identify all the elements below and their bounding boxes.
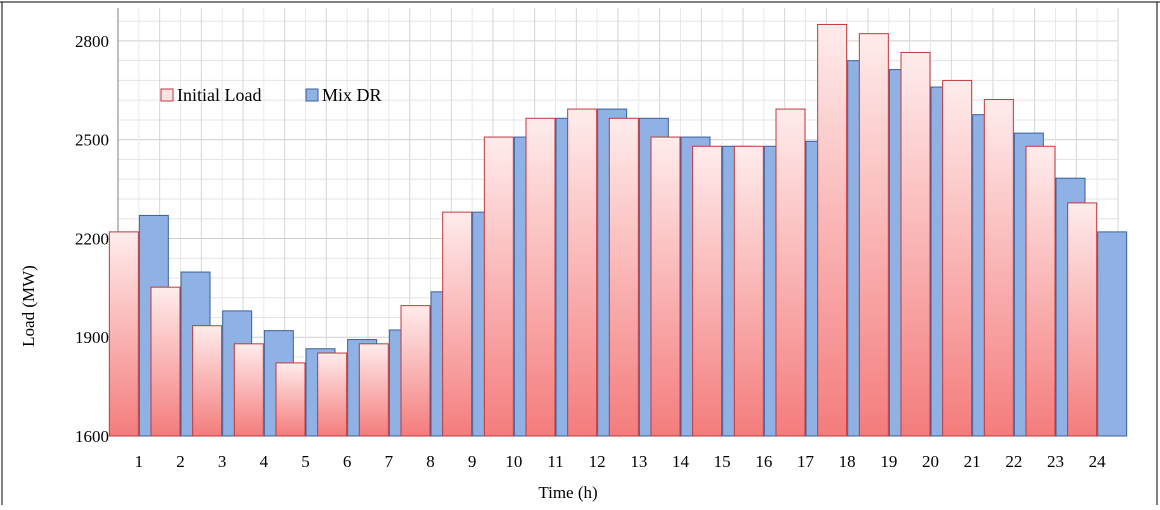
x-tick-label: 5: [301, 452, 310, 471]
x-tick-label: 11: [547, 452, 563, 471]
bar-initial-load-h13: [608, 117, 639, 437]
x-tick-label: 2: [176, 452, 185, 471]
bar-mix-dr-h24: [1097, 231, 1128, 437]
legend-swatch-mix-dr: [305, 88, 319, 102]
x-tick-label: 19: [880, 452, 897, 471]
bar-initial-load-h1: [108, 231, 139, 437]
legend: Initial Load Mix DR: [160, 85, 382, 105]
bar-initial-load-h6: [317, 352, 348, 437]
x-tick-label: 8: [426, 452, 435, 471]
bar-initial-load-h16: [733, 145, 764, 437]
x-tick-label: 24: [1089, 452, 1107, 471]
bar-initial-load-h18: [817, 23, 848, 437]
x-tick-label: 15: [714, 452, 731, 471]
y-tick-label: 1600: [75, 427, 109, 446]
bar-initial-load-h20: [900, 51, 931, 437]
bar-initial-load-h15: [692, 145, 723, 437]
x-tick-label: 23: [1047, 452, 1064, 471]
x-tick-label: 14: [672, 452, 690, 471]
x-tick-label: 9: [468, 452, 477, 471]
bar-initial-load-h9: [442, 211, 473, 437]
x-tick-label: 1: [135, 452, 144, 471]
bar-initial-load-h12: [567, 108, 598, 437]
x-axis-label: Time (h): [538, 483, 597, 502]
bar-initial-load-h10: [483, 136, 514, 437]
x-tick-label: 20: [922, 452, 939, 471]
bar-initial-load-h21: [942, 79, 973, 437]
bar-initial-load-h5: [275, 362, 306, 437]
x-tick-label: 22: [1005, 452, 1022, 471]
y-tick-label: 2800: [75, 32, 109, 51]
bar-initial-load-h2: [150, 286, 181, 437]
x-tick-label: 6: [343, 452, 352, 471]
y-tick-label: 1900: [75, 328, 109, 347]
x-tick-label: 10: [505, 452, 522, 471]
x-tick-label: 16: [755, 452, 772, 471]
bar-initial-load-h11: [525, 117, 556, 437]
x-tick-label: 18: [839, 452, 856, 471]
x-tick-label: 17: [797, 452, 815, 471]
bar-initial-load-h24: [1067, 202, 1098, 437]
x-tick-label: 7: [385, 452, 394, 471]
bar-initial-load-h22: [983, 99, 1014, 437]
bar-initial-load-h23: [1025, 145, 1056, 437]
x-tick-label: 3: [218, 452, 227, 471]
y-tick-label: 2200: [75, 229, 109, 248]
legend-label-mix-dr: Mix DR: [322, 85, 382, 105]
bar-initial-load-h14: [650, 136, 681, 437]
bar-initial-load-h4: [233, 343, 264, 437]
bar-initial-load-h19: [858, 33, 889, 437]
bar-initial-load-h3: [192, 325, 223, 437]
bars: [108, 23, 1128, 437]
legend-swatch-initial-load: [160, 88, 174, 102]
y-tick-label: 2500: [75, 131, 109, 150]
legend-label-initial-load: Initial Load: [177, 85, 261, 105]
x-tick-label: 4: [260, 452, 269, 471]
x-tick-label: 21: [964, 452, 981, 471]
x-tick-label: 12: [589, 452, 606, 471]
bar-initial-load-h7: [358, 343, 389, 437]
bar-initial-load-h8: [400, 305, 431, 437]
x-tick-label: 13: [630, 452, 647, 471]
bar-initial-load-h17: [775, 108, 806, 437]
y-axis-label: Load (MW): [19, 265, 38, 347]
